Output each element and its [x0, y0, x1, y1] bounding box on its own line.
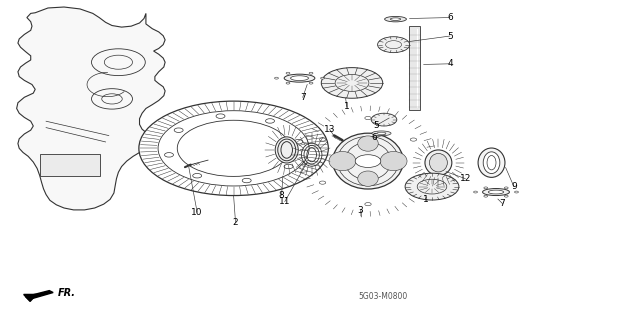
Circle shape [474, 191, 477, 193]
Ellipse shape [358, 171, 378, 186]
Ellipse shape [483, 189, 509, 196]
Text: FR.: FR. [58, 288, 76, 298]
Ellipse shape [483, 152, 500, 174]
Text: 6: 6 [447, 13, 452, 22]
Circle shape [504, 187, 508, 189]
Circle shape [139, 101, 328, 196]
Ellipse shape [390, 18, 401, 20]
FancyBboxPatch shape [409, 26, 420, 110]
Circle shape [355, 155, 381, 167]
Circle shape [294, 140, 303, 144]
Text: 9: 9 [511, 182, 516, 191]
Text: 1: 1 [344, 102, 349, 111]
Ellipse shape [377, 132, 386, 135]
Circle shape [371, 113, 397, 126]
Ellipse shape [291, 76, 308, 81]
Text: 5: 5 [374, 121, 379, 130]
Ellipse shape [358, 136, 378, 151]
Circle shape [321, 77, 324, 79]
Text: 4: 4 [447, 59, 452, 68]
Circle shape [410, 138, 417, 141]
Circle shape [174, 128, 183, 132]
Circle shape [216, 114, 225, 118]
Polygon shape [17, 7, 165, 210]
Text: 5: 5 [447, 32, 452, 41]
Circle shape [286, 72, 290, 74]
Circle shape [286, 82, 290, 84]
Circle shape [378, 37, 410, 53]
Ellipse shape [380, 152, 407, 171]
Circle shape [504, 195, 508, 197]
Circle shape [321, 68, 383, 98]
Ellipse shape [329, 152, 356, 171]
Circle shape [515, 191, 518, 193]
Circle shape [275, 77, 278, 79]
Text: 3: 3 [358, 206, 363, 215]
Ellipse shape [372, 131, 391, 136]
Circle shape [309, 72, 313, 74]
Circle shape [266, 119, 275, 123]
Text: 6: 6 [372, 133, 377, 142]
Ellipse shape [488, 190, 504, 194]
Ellipse shape [425, 150, 452, 175]
Ellipse shape [284, 74, 315, 82]
Text: 11: 11 [279, 197, 291, 206]
Text: 12: 12 [460, 174, 471, 183]
Text: 5G03-M0800: 5G03-M0800 [358, 292, 408, 300]
Circle shape [405, 173, 459, 200]
Circle shape [365, 116, 371, 120]
Circle shape [484, 187, 488, 189]
Text: 13: 13 [324, 125, 335, 134]
Circle shape [319, 181, 326, 184]
Text: 1: 1 [423, 195, 428, 204]
Ellipse shape [275, 137, 298, 163]
Polygon shape [24, 294, 36, 301]
Circle shape [365, 203, 371, 206]
Circle shape [193, 174, 202, 178]
Text: 2: 2 [233, 218, 238, 227]
FancyBboxPatch shape [40, 154, 100, 176]
Text: 7: 7 [500, 199, 505, 208]
Ellipse shape [478, 148, 505, 177]
Ellipse shape [385, 17, 406, 22]
Ellipse shape [333, 133, 403, 189]
Polygon shape [26, 291, 53, 300]
Text: 8: 8 [279, 191, 284, 200]
Circle shape [410, 181, 417, 184]
Text: 7: 7 [300, 93, 305, 102]
Circle shape [242, 178, 251, 183]
Ellipse shape [429, 153, 447, 172]
Text: 10: 10 [191, 208, 203, 217]
Circle shape [484, 195, 488, 197]
Circle shape [309, 82, 313, 84]
Circle shape [164, 152, 173, 157]
Circle shape [319, 138, 326, 141]
Circle shape [284, 164, 293, 169]
